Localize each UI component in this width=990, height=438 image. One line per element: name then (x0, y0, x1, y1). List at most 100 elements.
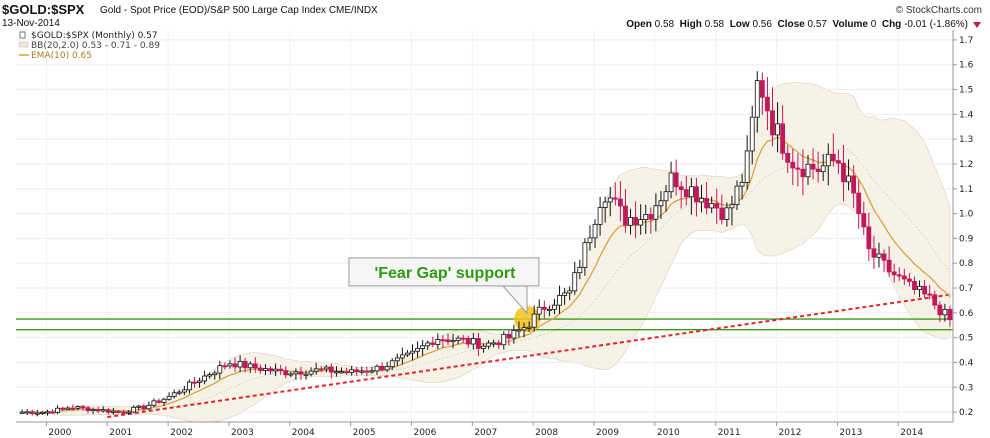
chart-header: $GOLD:$SPX Gold - Spot Price (EOD)/S&P 5… (0, 0, 990, 34)
candle-body (876, 253, 882, 258)
candle-body (405, 352, 410, 356)
candle-body (815, 168, 821, 173)
x-tick-label: 2012 (779, 428, 802, 438)
high-label: High (679, 19, 702, 30)
candle-body (399, 354, 405, 359)
volume-label: Volume (832, 19, 868, 30)
candle-body (602, 201, 608, 208)
candle-body (851, 175, 857, 194)
y-tick-label: 0.3 (959, 383, 973, 393)
candle-body (440, 339, 446, 342)
callout-box (348, 257, 540, 287)
x-tick-label: 2007 (474, 428, 497, 438)
rising-trendline (107, 293, 954, 419)
open-value: 0.58 (654, 19, 675, 30)
candle-body (455, 337, 461, 341)
candle-body (181, 389, 187, 393)
candle-body (932, 294, 938, 306)
candle-body (729, 204, 735, 209)
candle-body (886, 259, 892, 273)
candle-body (754, 80, 760, 118)
candle-body (668, 172, 674, 193)
chg-label: Chg (881, 19, 902, 30)
candle-body (628, 217, 633, 226)
bb-legend-icon (18, 41, 29, 48)
candle-body (192, 381, 197, 384)
candle-body (50, 411, 55, 414)
y-tick-label: 1.4 (959, 110, 974, 120)
candle-body (780, 123, 786, 154)
candle-body (176, 391, 182, 394)
candle-body (430, 342, 436, 345)
candle-body (790, 161, 796, 169)
low-label: Low (729, 19, 750, 30)
y-tick-label: 1.3 (959, 135, 973, 145)
candle-body (268, 368, 273, 372)
stockcharts-logo[interactable]: © StockCharts.com (895, 5, 982, 16)
y-tick-label: 1.2 (959, 160, 973, 170)
candle-body (247, 363, 253, 369)
candle-body (830, 153, 836, 161)
candle-body (557, 295, 562, 306)
candle-body (232, 363, 238, 368)
candle-body (501, 333, 507, 346)
candle-body (648, 214, 654, 220)
candle-body (678, 186, 684, 191)
candle-body (612, 197, 618, 200)
y-tick-label: 0.8 (959, 259, 974, 269)
candle-body (658, 200, 664, 207)
candle-body (374, 365, 380, 372)
legend-title: $GOLD:$SPX (Monthly) 0.57 (31, 31, 158, 41)
candle-body (207, 374, 213, 377)
candle-body (587, 237, 593, 244)
candle-body (257, 367, 263, 371)
candle-body (293, 371, 299, 375)
candle-body (714, 203, 720, 209)
ema-line (22, 136, 951, 414)
fear-gap-annotation: 'Fear Gap' support (374, 265, 516, 282)
candle-body (116, 410, 121, 413)
candle-body (643, 214, 649, 220)
x-tick-label: 2003 (231, 428, 254, 438)
candle-body (263, 368, 268, 371)
candle-body (496, 342, 502, 346)
chart-legend: $GOLD:$SPX (Monthly) 0.57 BB(20,2.0) 0.5… (18, 31, 160, 61)
candle-body (770, 110, 775, 136)
candle-body (136, 405, 142, 408)
candle-body (547, 308, 552, 311)
y-tick-label: 0.9 (959, 234, 974, 244)
candle-body (825, 153, 831, 167)
candle-body (841, 162, 846, 183)
candle-body (95, 408, 101, 412)
x-tick-label: 2011 (718, 428, 741, 438)
bollinger-middle-line (22, 148, 951, 414)
candle-body (749, 116, 755, 152)
candle-body (217, 365, 223, 374)
candle-body (653, 205, 659, 220)
candle-body (75, 406, 81, 409)
y-tick-label: 0.2 (959, 408, 973, 418)
candle-body (384, 366, 390, 371)
candle-body (785, 152, 791, 163)
annotation-layer: 'Fear Gap' support (348, 257, 540, 315)
candle-body (486, 342, 491, 347)
candle-body (339, 371, 344, 374)
x-tick-label: 2004 (292, 428, 315, 438)
candle-body (460, 337, 466, 340)
candle-body (126, 411, 131, 414)
candle-body (45, 411, 50, 414)
candle-body (901, 275, 907, 280)
candle-body (896, 274, 902, 277)
candle-legend-icon (19, 31, 26, 39)
candle-body (359, 370, 365, 373)
candle-body (552, 304, 557, 310)
x-tick-label: 2001 (109, 428, 132, 438)
candle-body (694, 186, 699, 203)
candle-body (481, 345, 486, 349)
candle-body (354, 369, 360, 373)
candle-body (592, 223, 598, 239)
candle-body (572, 272, 578, 292)
candle-body (912, 281, 917, 291)
candle-body (70, 407, 76, 410)
